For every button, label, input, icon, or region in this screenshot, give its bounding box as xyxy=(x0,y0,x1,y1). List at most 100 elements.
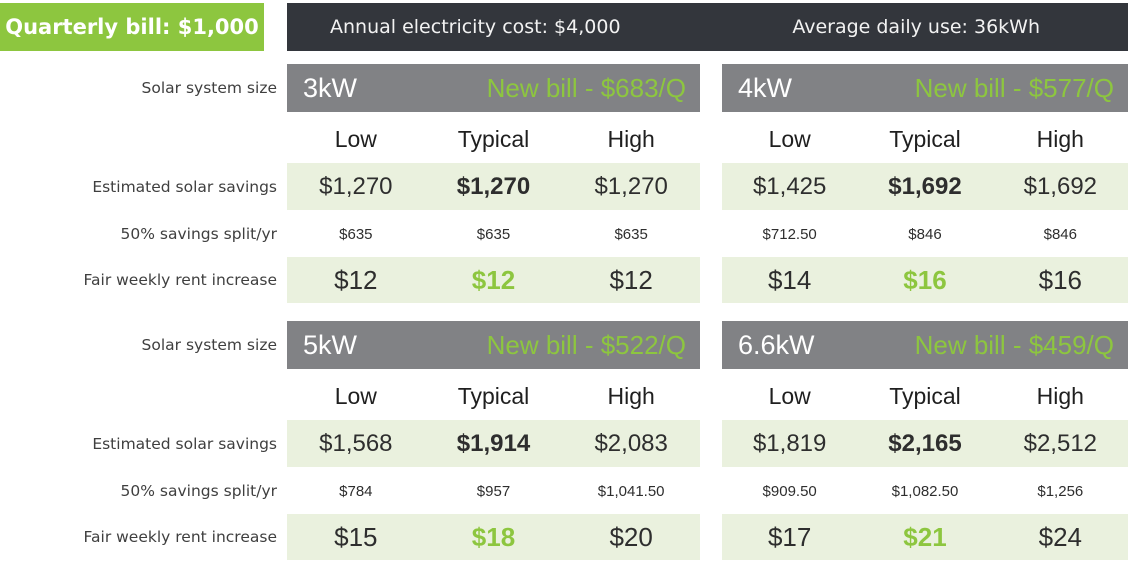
rent-typical-cell: $16 xyxy=(903,264,947,295)
row-label-spacer xyxy=(0,377,287,415)
panel-6-6kw: 6.6kW New bill - $459/Q Low Typical High… xyxy=(722,321,1128,560)
row-label-rent: Fair weekly rent increase xyxy=(83,271,277,289)
panel-header: 5kW New bill - $522/Q xyxy=(287,321,700,369)
rent-typical-cell: $12 xyxy=(471,264,516,295)
panel-header: 3kW New bill - $683/Q xyxy=(287,64,700,112)
col-header-high: High xyxy=(1036,382,1084,409)
split-typical-cell: $846 xyxy=(908,225,942,243)
col-header-high: High xyxy=(607,382,655,409)
split-typical-cell: $635 xyxy=(476,225,511,243)
split-low-cell: $784 xyxy=(339,482,373,500)
rent-row: $14 $16 $16 xyxy=(722,257,1128,303)
split-high-cell: $635 xyxy=(614,225,648,243)
column-headers-row: Low Typical High xyxy=(287,377,700,415)
row-labels-column: Solar system size Estimated solar saving… xyxy=(0,321,287,560)
panel-new-bill-label: New bill - $577/Q xyxy=(914,72,1114,103)
savings-high-cell: $1,270 xyxy=(594,172,668,200)
row-label-split: 50% savings split/yr xyxy=(120,225,277,243)
split-row: $784 $957 $1,041.50 xyxy=(287,475,700,507)
rent-row: $15 $18 $20 xyxy=(287,514,700,560)
panel-gap xyxy=(700,64,722,303)
rent-low-cell: $17 xyxy=(767,521,812,552)
panel-size-label: 3kW xyxy=(303,72,357,103)
savings-row: $1,270 $1,270 $1,270 xyxy=(287,163,700,210)
annual-cost-label: Annual electricity cost: $4,000 xyxy=(330,16,621,38)
col-header-typical: Typical xyxy=(889,382,961,409)
panel-3kw: 3kW New bill - $683/Q Low Typical High $… xyxy=(287,64,700,303)
savings-row: $1,819 $2,165 $2,512 xyxy=(722,420,1128,467)
row-label-spacer xyxy=(0,120,287,158)
savings-typical-cell: $2,165 xyxy=(888,429,962,457)
savings-low-cell: $1,270 xyxy=(319,172,393,200)
savings-typical-cell: $1,270 xyxy=(456,172,531,200)
split-low-cell: $909.50 xyxy=(762,482,817,500)
split-row: $635 $635 $635 xyxy=(287,218,700,250)
savings-high-cell: $1,692 xyxy=(1023,172,1098,200)
rent-typical-cell: $18 xyxy=(471,521,516,552)
split-low-cell: $635 xyxy=(339,225,373,243)
rent-high-cell: $16 xyxy=(1038,264,1083,295)
savings-low-cell: $1,425 xyxy=(752,172,827,200)
panel-new-bill-label: New bill - $683/Q xyxy=(486,72,686,103)
section-small-systems: Solar system size Estimated solar saving… xyxy=(0,64,1128,303)
panel-header: 6.6kW New bill - $459/Q xyxy=(722,321,1128,369)
rent-low-cell: $14 xyxy=(767,264,812,295)
row-label-rent: Fair weekly rent increase xyxy=(83,528,277,546)
col-header-typical: Typical xyxy=(457,382,530,409)
panel-new-bill-label: New bill - $522/Q xyxy=(486,329,686,360)
split-row: $909.50 $1,082.50 $1,256 xyxy=(722,475,1128,507)
row-labels-column: Solar system size Estimated solar saving… xyxy=(0,64,287,303)
split-high-cell: $1,041.50 xyxy=(597,482,665,500)
panel-size-label: 5kW xyxy=(303,329,357,360)
split-typical-cell: $957 xyxy=(476,482,511,500)
savings-typical-cell: $1,914 xyxy=(456,429,531,457)
col-header-low: Low xyxy=(334,125,377,152)
row-label-savings: Estimated solar savings xyxy=(92,434,277,453)
savings-high-cell: $2,083 xyxy=(594,429,668,457)
topbar-gap xyxy=(264,3,287,51)
col-header-low: Low xyxy=(768,382,811,409)
panel-4kw: 4kW New bill - $577/Q Low Typical High $… xyxy=(722,64,1128,303)
panel-new-bill-label: New bill - $459/Q xyxy=(914,329,1114,360)
col-header-high: High xyxy=(607,125,655,152)
panel-header: 4kW New bill - $577/Q xyxy=(722,64,1128,112)
rent-low-cell: $12 xyxy=(334,264,378,295)
rent-low-cell: $15 xyxy=(334,521,378,552)
savings-low-cell: $1,568 xyxy=(319,429,393,457)
savings-row: $1,568 $1,914 $2,083 xyxy=(287,420,700,467)
split-row: $712.50 $846 $846 xyxy=(722,218,1128,250)
column-headers-row: Low Typical High xyxy=(722,120,1128,158)
col-header-low: Low xyxy=(768,125,811,152)
section-large-systems: Solar system size Estimated solar saving… xyxy=(0,321,1128,560)
row-label-system-size: Solar system size xyxy=(141,336,277,354)
rent-typical-cell: $21 xyxy=(903,521,947,552)
rent-high-cell: $20 xyxy=(609,521,653,552)
rent-row: $17 $21 $24 xyxy=(722,514,1128,560)
split-low-cell: $712.50 xyxy=(762,225,817,243)
panel-size-label: 4kW xyxy=(738,72,792,103)
panel-gap xyxy=(700,321,722,560)
daily-use-label: Average daily use: 36kWh xyxy=(792,16,1040,38)
rent-high-cell: $24 xyxy=(1038,521,1083,552)
row-label-split: 50% savings split/yr xyxy=(120,482,277,500)
row-label-system-size: Solar system size xyxy=(141,79,277,97)
savings-high-cell: $2,512 xyxy=(1023,429,1098,457)
split-high-cell: $1,256 xyxy=(1037,482,1084,500)
rent-row: $12 $12 $12 xyxy=(287,257,700,303)
col-header-low: Low xyxy=(334,382,377,409)
panel-size-label: 6.6kW xyxy=(738,329,815,360)
savings-low-cell: $1,819 xyxy=(752,429,827,457)
savings-row: $1,425 $1,692 $1,692 xyxy=(722,163,1128,210)
quarterly-bill-badge: Quarterly bill: $1,000 xyxy=(0,3,264,51)
col-header-typical: Typical xyxy=(889,125,961,152)
row-label-savings: Estimated solar savings xyxy=(92,177,277,196)
summary-bar: Quarterly bill: $1,000 Annual electricit… xyxy=(0,3,1128,51)
column-headers-row: Low Typical High xyxy=(722,377,1128,415)
summary-dark-bar: Annual electricity cost: $4,000 Average … xyxy=(287,3,1128,51)
savings-typical-cell: $1,692 xyxy=(888,172,962,200)
col-header-high: High xyxy=(1036,125,1084,152)
panel-5kw: 5kW New bill - $522/Q Low Typical High $… xyxy=(287,321,700,560)
col-header-typical: Typical xyxy=(457,125,530,152)
rent-high-cell: $12 xyxy=(609,264,653,295)
